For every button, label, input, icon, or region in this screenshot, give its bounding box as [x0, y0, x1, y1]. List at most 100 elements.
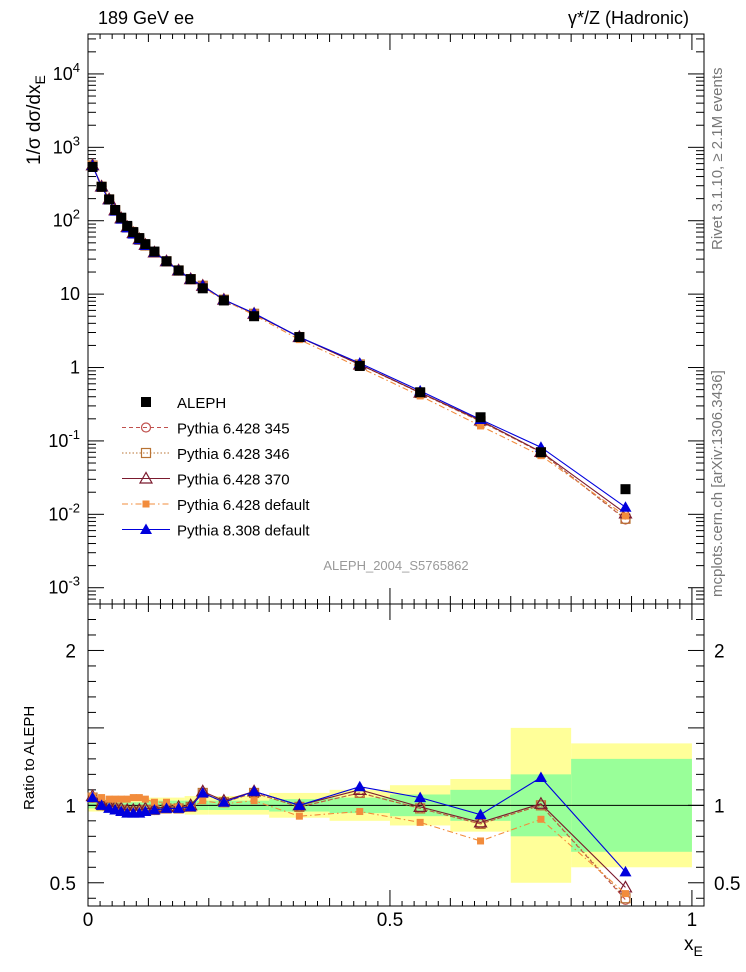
ratio-point-pdef — [98, 794, 106, 802]
ratio-y-tick-label: 1 — [65, 796, 76, 817]
series-line-p346 — [91, 165, 626, 520]
ratio-ylabel: Ratio to ALEPH — [21, 706, 38, 810]
y-tick-label: 103 — [53, 133, 80, 157]
svg-text:1/σ dσ/dxE: 1/σ dσ/dxE — [24, 75, 48, 165]
ratio-point-p8 — [196, 786, 209, 798]
ratio-point-pdef — [477, 837, 485, 845]
ratio-point-pdef — [135, 794, 143, 802]
ratio-point-pdef — [105, 795, 113, 803]
ratio-point-pdef — [295, 812, 303, 820]
legend-marker-p370 — [138, 471, 154, 484]
data-point — [149, 246, 160, 257]
ratio-y-tick-label-right: 2 — [714, 641, 725, 662]
y-tick-label: 104 — [53, 60, 80, 84]
x-tick-label: 1 — [687, 910, 698, 931]
ratio-point-p8 — [414, 791, 427, 803]
x-tick-label: 0 — [83, 910, 94, 931]
header-left: 189 GeV ee — [98, 8, 194, 28]
ratio-line-pdef — [92, 795, 626, 895]
ratio-y-tick-label-right: 1 — [714, 796, 725, 817]
data-point — [161, 256, 172, 267]
source-label: mcplots.cern.ch [arXiv:1306.3436] — [709, 370, 726, 597]
ratio-point-pdef — [123, 795, 131, 803]
ratio-point-p8 — [293, 799, 306, 810]
data-point — [173, 265, 184, 276]
ratio-y-tick-label: 0.5 — [50, 874, 76, 895]
legend-marker-p345 — [140, 422, 152, 433]
ratio-point-p370 — [533, 796, 548, 809]
data-point — [116, 212, 127, 223]
main-frame — [87, 33, 705, 605]
ratio-point-pdef — [150, 798, 158, 806]
data-point — [294, 332, 305, 343]
ratio-frame — [87, 603, 705, 907]
legend-label-p8: Pythia 8.308 default — [177, 523, 310, 540]
legend-label-data: ALEPH — [177, 395, 226, 412]
data-point — [122, 220, 133, 231]
data-point — [134, 233, 145, 244]
legend: ALEPH Pythia 6.428 345 Pythia 6.428 346 Pyt… — [122, 395, 310, 540]
ratio-point-p8 — [172, 802, 185, 813]
legend-marker-data — [141, 397, 151, 407]
ratio-point-pdef — [537, 815, 545, 823]
point-p8 — [619, 501, 632, 512]
data-point — [185, 274, 196, 285]
ratio-point-pdef — [356, 808, 364, 816]
ratio-point-pdef — [141, 795, 149, 803]
ratio-point-p8 — [534, 771, 547, 782]
legend-marker-p8 — [140, 523, 152, 534]
point-pdef — [477, 422, 485, 430]
series-line-p370 — [91, 164, 626, 514]
data-point — [96, 181, 107, 192]
ratio-point-p8 — [248, 785, 261, 796]
y-tick-label: 10 — [60, 284, 80, 304]
ratio-point-p370 — [413, 799, 428, 812]
x-tick-label: 0.5 — [377, 910, 403, 931]
series-line-p345 — [91, 165, 626, 520]
header-right: γ*/Z (Hadronic) — [568, 8, 689, 28]
data-point — [110, 205, 121, 216]
rivet-label: Rivet 3.1.10, ≥ 2.1M events — [709, 68, 726, 251]
x-axis-label: xE — [684, 934, 703, 959]
data-point — [218, 295, 229, 306]
ratio-point-pdef — [621, 890, 629, 898]
ratio-point-p8 — [353, 780, 366, 792]
ratio-point-p8 — [474, 808, 487, 820]
ratio-point-pdef — [111, 795, 119, 803]
ratio-panel: 0.5 0.5 1 1 2 2 0 0.5 1 — [50, 603, 740, 931]
data-point — [475, 412, 486, 423]
legend-marker-p346 — [140, 447, 152, 459]
ratio-point-p8 — [184, 800, 197, 812]
ratio-point-p8 — [139, 805, 152, 817]
y-tick-label: 10-3 — [48, 574, 80, 598]
data-point — [197, 283, 208, 294]
ratio-point-p8 — [619, 865, 632, 877]
series-line-pdef — [91, 164, 626, 517]
ratio-point-p8 — [86, 791, 99, 803]
ratio-point-pdef — [117, 795, 125, 803]
data-point — [128, 227, 139, 238]
y-tick-label: 1 — [70, 358, 80, 378]
legend-label-pdef: Pythia 6.428 default — [177, 497, 310, 514]
legend-label-p345: Pythia 6.428 345 — [177, 421, 290, 438]
ratio-y-tick-label-right: 0.5 — [714, 874, 740, 895]
point-pdef — [621, 512, 629, 520]
ratio-point-pdef — [163, 798, 171, 806]
legend-marker-pdef — [142, 500, 150, 508]
svg-text:xE: xE — [684, 934, 703, 959]
ratio-point-pdef — [199, 797, 207, 805]
main-ylabel: 1/σ dσ/dxE — [24, 75, 48, 165]
main-panel: 10-3 10-2 10-1 1 10 102 103 104 — [48, 33, 705, 605]
ratio-point-p8 — [95, 799, 108, 810]
data-point — [249, 311, 260, 322]
data-point — [87, 161, 98, 172]
y-tick-label: 102 — [53, 207, 80, 231]
y-tick-label: 10-2 — [48, 500, 80, 524]
data-point — [620, 484, 631, 495]
ratio-point-p370 — [473, 815, 488, 828]
legend-label-p370: Pythia 6.428 370 — [177, 472, 290, 489]
ratio-point-pdef — [129, 794, 137, 802]
ratio-y-tick-label: 2 — [65, 641, 76, 662]
data-point — [535, 447, 546, 458]
